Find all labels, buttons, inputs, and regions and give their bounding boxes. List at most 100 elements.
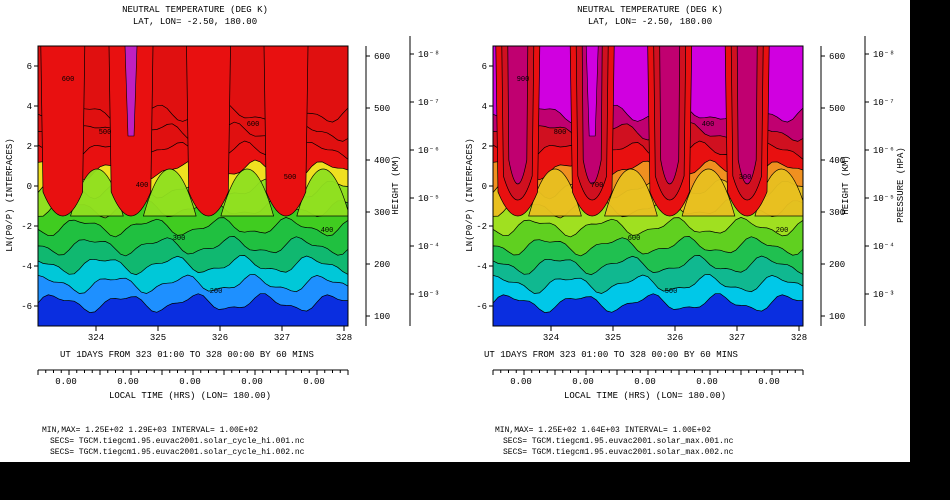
left-right-axes: 600 500 400 300 200 100 10⁻⁸ 10⁻⁷ 10⁻⁶ 10⁻⁵ 10⁻⁴ 10…	[365, 36, 440, 326]
left-column-0-0	[40, 46, 86, 217]
left-pressure-label-0: 10⁻⁸	[418, 50, 440, 60]
right-footer-2: SECS= TGCM.tiegcm1.95.euvac2001.solar_ma…	[503, 437, 734, 446]
left-height-label-3: 300	[374, 208, 390, 218]
left-height-label-5: 100	[374, 312, 390, 322]
right-height-label-0: 600	[829, 52, 845, 62]
left-contour-label-6: 500	[284, 174, 297, 182]
right-ytick-label-6: -6	[476, 302, 487, 312]
right-lt-label-3: 0.00	[696, 377, 718, 387]
left-ytick-label-0: 6	[27, 62, 32, 72]
right-right-axes: 600 500 400 300 200 100 10⁻⁸ 10⁻⁷ 10⁻⁶ 10⁻⁵ 10⁻⁴ 10…	[820, 36, 895, 326]
left-x-axis: 324 325 326 327 328	[88, 326, 352, 343]
left-y-label: LN(P0/P) (INTERFACES)	[5, 138, 15, 251]
left-ytick-label-3: 0	[27, 182, 32, 192]
right-height-label-2: 400	[829, 156, 845, 166]
right-lt-label-2: 0.00	[634, 377, 656, 387]
left-ytick-label-1: 4	[27, 102, 32, 112]
left-contour-label-7: 400	[321, 227, 334, 235]
right-contour-label-7: 200	[776, 227, 789, 235]
right-bands: 900 800 700 600 500 400 300 200	[493, 46, 803, 326]
left-contour-label-4: 200	[210, 288, 223, 296]
right-ytick-label-2: 2	[482, 142, 487, 152]
right-y-axis: 6 4 2 0 -2 -4 -6	[476, 62, 493, 312]
left-footer-3: SECS= TGCM.tiegcm1.95.euvac2001.solar_cy…	[50, 448, 305, 457]
right-xtick-label-2: 326	[667, 333, 683, 343]
left-contour-label-1: 500	[99, 129, 112, 137]
right-pressure-label-2: 10⁻⁶	[873, 146, 895, 156]
right-lt-label-4: 0.00	[758, 377, 780, 387]
left-lt-label-3: 0.00	[241, 377, 263, 387]
left-lt-label: LOCAL TIME (HRS) (LON= 180.00)	[109, 391, 271, 401]
right-contour-label-0: 900	[517, 76, 530, 84]
left-pressure-label-1: 10⁻⁷	[418, 98, 440, 108]
right-height-label-4: 200	[829, 260, 845, 270]
left-arch-3	[220, 168, 275, 217]
left-lt-label-4: 0.00	[303, 377, 325, 387]
left-xtick-label-3: 327	[274, 333, 290, 343]
right-local-time-axis: 0.00 0.00 0.00 0.00 0.00	[492, 369, 804, 387]
left-contour-label-2: 400	[136, 182, 149, 190]
left-height-label: HEIGHT (KM)	[391, 155, 401, 214]
left-peak-core	[124, 46, 138, 137]
left-height-label-1: 500	[374, 104, 390, 114]
left-contour-plot: 600 500 400 300 200 600 500 400	[37, 45, 349, 327]
right-contour-label-3: 600	[628, 235, 641, 243]
figure-svg: NEUTRAL TEMPERATURE (DEG K) LAT, LON= -2…	[5, 5, 906, 457]
left-lt-label-1: 0.00	[117, 377, 139, 387]
left-xtick-label-1: 325	[150, 333, 166, 343]
left-lt-label-0: 0.00	[55, 377, 77, 387]
right-column-3-2	[736, 46, 758, 185]
left-lt-label-2: 0.00	[179, 377, 201, 387]
right-pressure-label-5: 10⁻³	[873, 290, 895, 300]
left-xtick-label-0: 324	[88, 333, 104, 343]
right-xtick-label-1: 325	[605, 333, 621, 343]
right-x-axis: 324 325 326 327 328	[543, 326, 807, 343]
left-height-label-2: 400	[374, 156, 390, 166]
right-height-label-3: 300	[829, 208, 845, 218]
right-lt-label-0: 0.00	[510, 377, 532, 387]
right-pressure-label-0: 10⁻⁸	[873, 50, 895, 60]
right-contour-label-2: 700	[591, 182, 604, 190]
left-arch-2	[142, 168, 197, 217]
right-title: NEUTRAL TEMPERATURE (DEG K)	[577, 5, 723, 15]
left-local-time-axis: 0.00 0.00 0.00 0.00 0.00	[37, 369, 349, 387]
right-ytick-label-5: -4	[476, 262, 487, 272]
right-lt-label-1: 0.00	[572, 377, 594, 387]
right-arch-2	[604, 168, 658, 217]
right-subtitle: LAT, LON= -2.50, 180.00	[588, 17, 712, 27]
figure-canvas: NEUTRAL TEMPERATURE (DEG K) LAT, LON= -2…	[0, 0, 910, 462]
left-ytick-label-6: -6	[21, 302, 32, 312]
right-ytick-label-0: 6	[482, 62, 487, 72]
right-contour-label-5: 400	[702, 121, 715, 129]
left-title: NEUTRAL TEMPERATURE (DEG K)	[122, 5, 268, 15]
left-height-label-4: 200	[374, 260, 390, 270]
left-pressure-label-3: 10⁻⁵	[418, 194, 440, 204]
left-column-3-0	[263, 46, 309, 217]
right-contour-label-4: 500	[665, 288, 678, 296]
left-ytick-label-5: -4	[21, 262, 32, 272]
right-band-0	[493, 293, 803, 326]
left-ytick-label-4: -2	[21, 222, 32, 232]
right-xtick-label-3: 327	[729, 333, 745, 343]
right-lt-label: LOCAL TIME (HRS) (LON= 180.00)	[564, 391, 726, 401]
left-footer-2: SECS= TGCM.tiegcm1.95.euvac2001.solar_cy…	[50, 437, 305, 446]
right-pressure-label-1: 10⁻⁷	[873, 98, 895, 108]
left-height-label-0: 600	[374, 52, 390, 62]
left-band-0	[38, 293, 348, 326]
left-xtick-label-2: 326	[212, 333, 228, 343]
left-column-2-0	[186, 46, 231, 217]
left-footer-1: MIN,MAX= 1.25E+02 1.29E+03 INTERVAL= 1.0…	[42, 426, 258, 435]
right-ytick-label-1: 4	[482, 102, 487, 112]
left-contour-label-3: 300	[173, 235, 186, 243]
left-ytick-label-2: 2	[27, 142, 32, 152]
left-y-axis: 6 4 2 0 -2 -4 -6	[21, 62, 38, 312]
right-xtick-label-0: 324	[543, 333, 559, 343]
right-footer-1: MIN,MAX= 1.25E+02 1.64E+03 INTERVAL= 1.0…	[495, 426, 711, 435]
right-ytick-label-3: 0	[482, 182, 487, 192]
left-ut-line: UT 1DAYS FROM 323 01:00 TO 328 00:00 BY …	[60, 350, 314, 360]
right-height-label: HEIGHT (KM)	[841, 155, 851, 214]
right-pressure-label: PRESSURE (HPA)	[896, 147, 906, 223]
left-subtitle: LAT, LON= -2.50, 180.00	[133, 17, 257, 27]
right-ut-line: UT 1DAYS FROM 323 01:00 TO 328 00:00 BY …	[484, 350, 738, 360]
right-panel: NEUTRAL TEMPERATURE (DEG K) LAT, LON= -2…	[465, 5, 906, 457]
